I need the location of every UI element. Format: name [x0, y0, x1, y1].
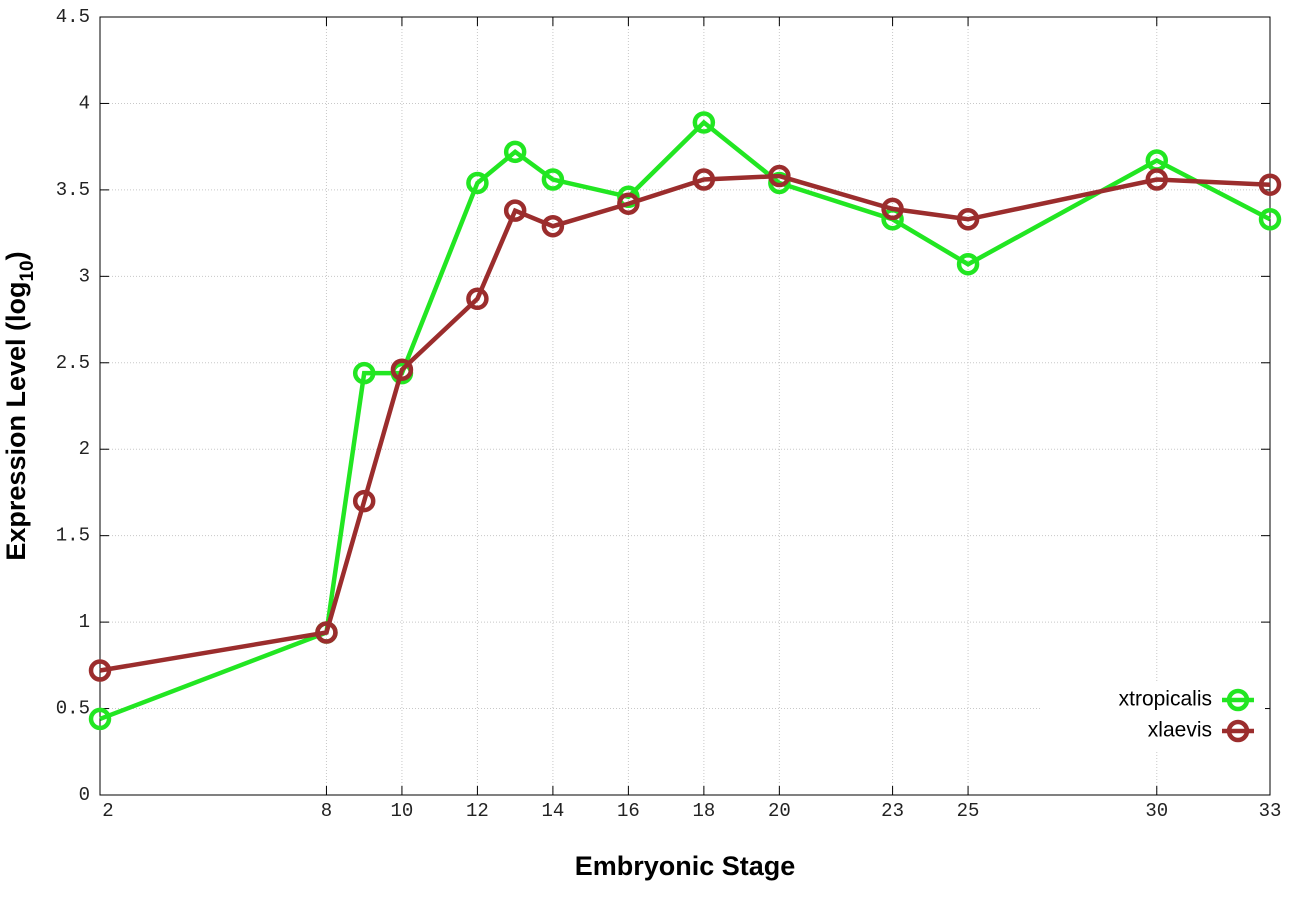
legend-label: xlaevis: [1148, 719, 1212, 742]
y-axis-title-text: Expression Level (log: [1, 282, 31, 561]
point: [352, 361, 376, 385]
point: [692, 111, 716, 134]
y-tick-label: 3.5: [56, 179, 90, 201]
x-tick-label: 25: [957, 800, 980, 822]
point: [881, 197, 904, 221]
y-tick-label: 1.5: [56, 525, 90, 547]
point: [692, 168, 716, 191]
x-tick-label: 2: [102, 800, 113, 822]
x-tick-label: 8: [321, 800, 332, 822]
plot-frame: [99, 16, 1271, 796]
point: [541, 214, 565, 238]
point: [503, 140, 527, 164]
legend-label: xtropicalis: [1119, 688, 1212, 711]
x-tick-label: 20: [768, 800, 791, 822]
x-tick-label: 18: [692, 800, 715, 822]
x-tick-label: 30: [1145, 800, 1168, 822]
point: [1258, 173, 1282, 196]
point: [541, 168, 565, 191]
y-tick-label: 2: [79, 438, 90, 460]
x-tick-label: 10: [391, 800, 414, 822]
y-axis-title: Expression Level (log10): [1, 251, 38, 560]
x-tick-label: 33: [1259, 800, 1282, 822]
legend-marker: [1226, 719, 1250, 743]
y-axis-title-sub: 10: [17, 260, 38, 281]
x-axis-title: Embryonic Stage: [575, 851, 796, 881]
point: [466, 287, 489, 311]
point: [88, 659, 112, 682]
y-tick-label: 4: [79, 92, 90, 114]
point: [617, 192, 640, 215]
point: [956, 252, 980, 276]
x-tick-label: 23: [881, 800, 904, 822]
point: [1258, 208, 1282, 231]
series-line: [99, 173, 1271, 673]
point: [390, 358, 414, 381]
point: [88, 707, 112, 731]
y-tick-label: 3: [79, 265, 90, 287]
series-line: [99, 119, 1272, 722]
point: [956, 208, 980, 231]
point: [768, 164, 791, 188]
point: [352, 489, 376, 513]
y-tick-label: 0: [79, 784, 90, 806]
point: [315, 621, 338, 644]
y-tick-label: 0.5: [56, 698, 90, 720]
point: [466, 171, 489, 195]
x-tick-label: 12: [466, 800, 489, 822]
legend-marker: [1226, 688, 1250, 712]
y-tick-label: 4.5: [56, 6, 90, 28]
x-tick-label: 14: [541, 800, 564, 822]
legend-box: [1040, 682, 1265, 750]
y-tick-label: 1: [79, 611, 90, 633]
y-axis-title-end: ): [1, 251, 31, 260]
point: [503, 199, 527, 222]
x-tick-label: 16: [617, 800, 640, 822]
point: [1145, 168, 1169, 191]
y-tick-label: 2.5: [56, 352, 90, 374]
